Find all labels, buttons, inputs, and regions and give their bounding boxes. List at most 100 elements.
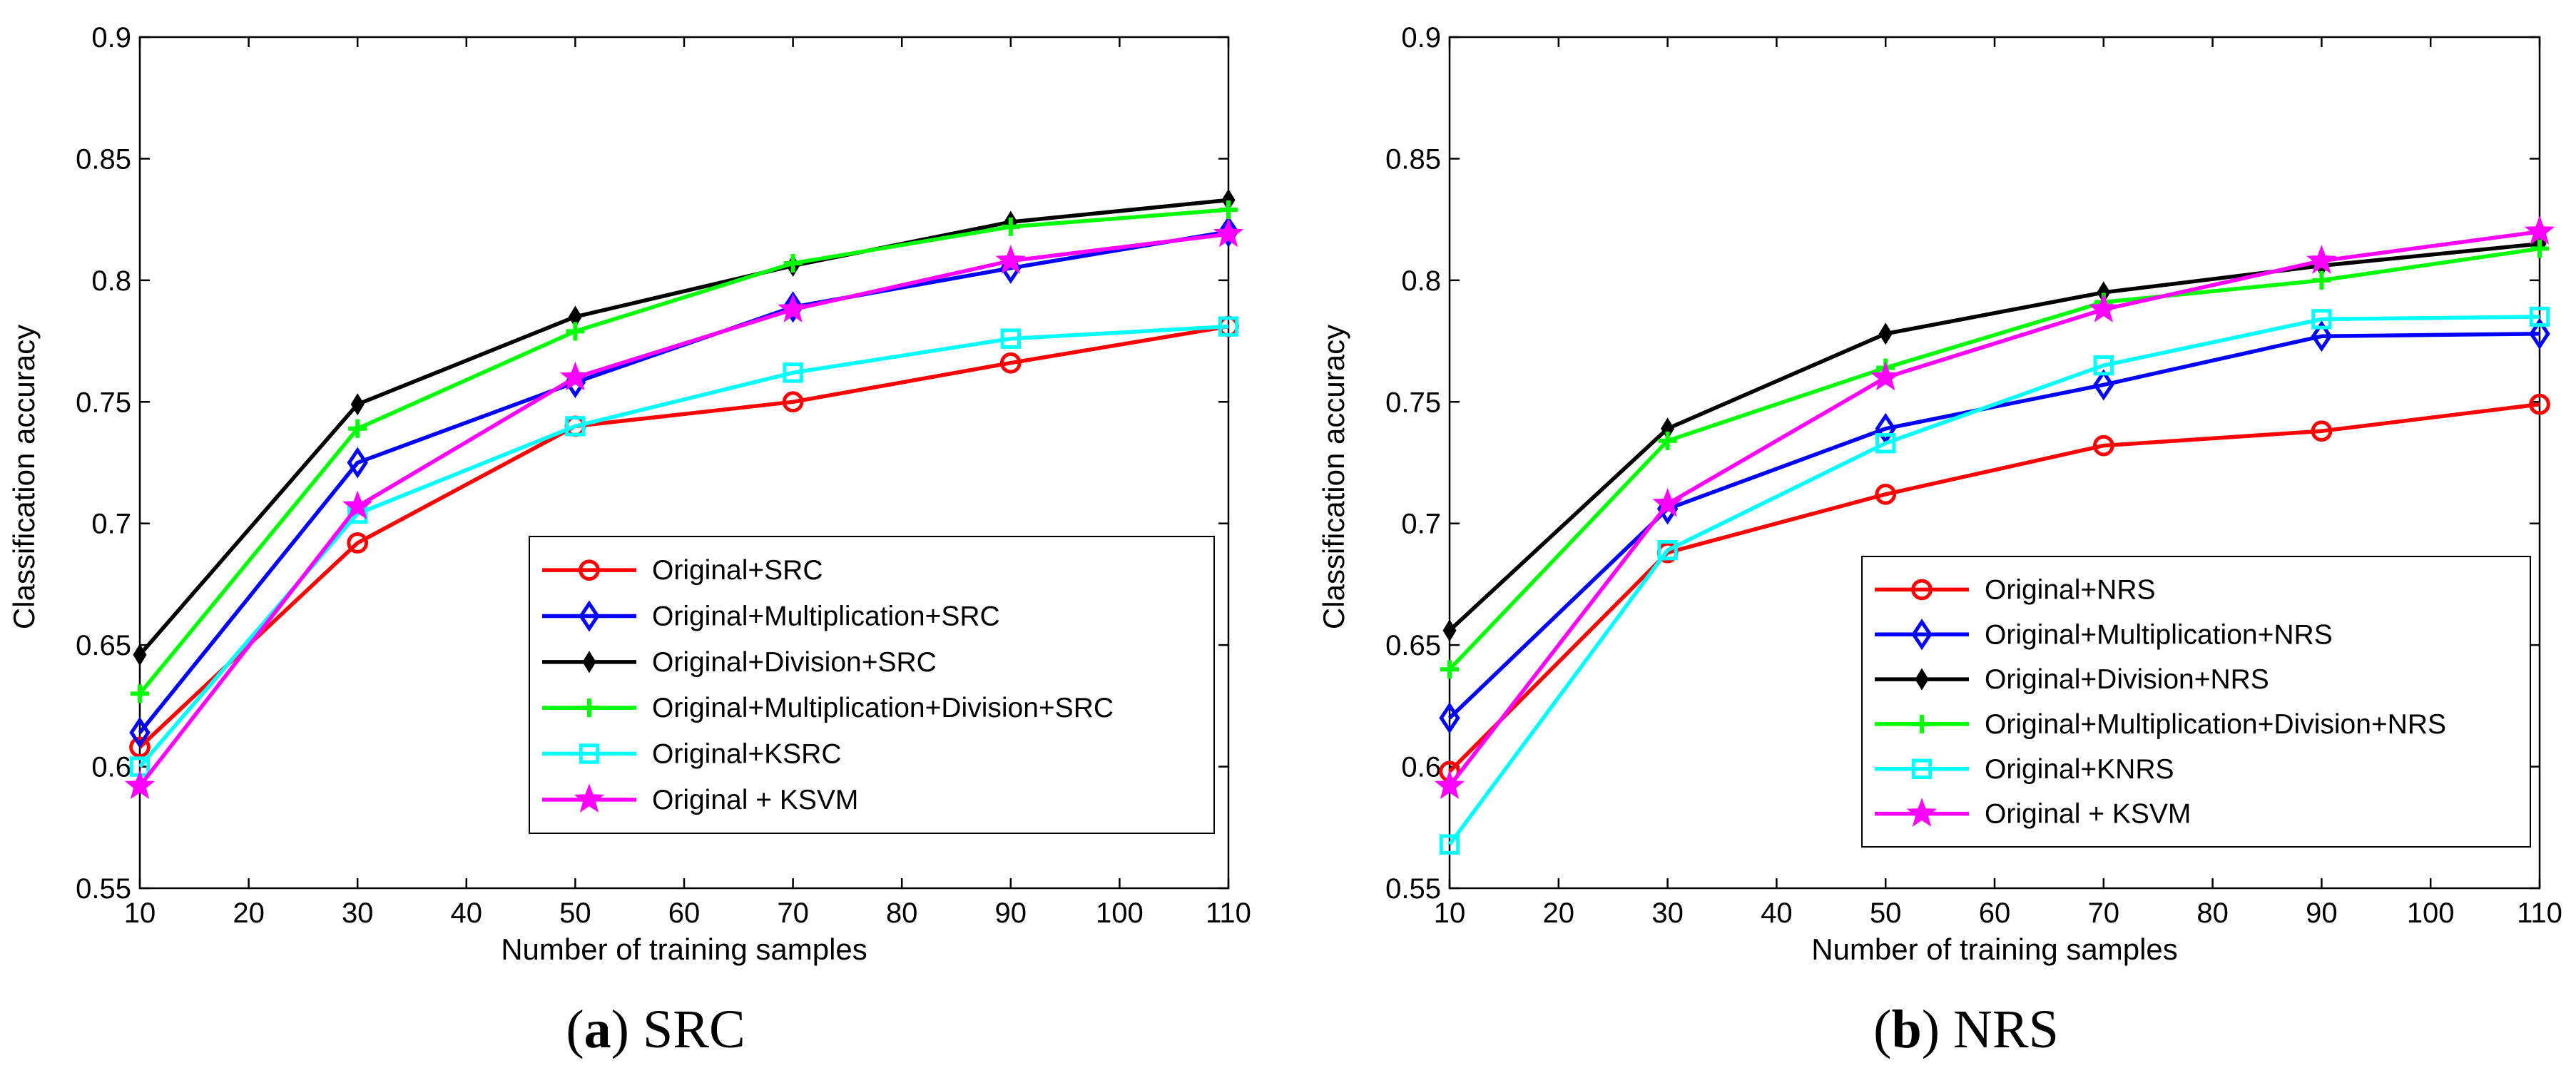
legend-label: Original+Multiplication+SRC [652,601,1000,632]
data-point [2311,320,2333,352]
series-line [1448,241,2540,632]
y-tick-label: 0.65 [76,630,131,661]
legend-item: Original+Division+NRS [1875,664,2269,695]
x-tick-label: 60 [1979,897,2011,929]
series-line [138,208,1229,696]
x-tick-label: 110 [2517,897,2562,929]
data-point [1219,200,1238,220]
series-line [138,324,1229,749]
y-tick-label: 0.55 [1385,873,1441,905]
legend-item: Original+KSRC [542,739,842,770]
x-tick-label: 70 [2088,897,2120,929]
data-point [2093,355,2114,376]
x-tick-label: 90 [995,897,1027,929]
chart-panel-b: 10 20 30 40 50 60 70 80 90 100 110 0.55 0.6 0.65 0.7 0.… [1288,0,2575,1073]
caption-letter: b [1891,1000,1921,1059]
y-axis-label: Classification accuracy [7,325,41,629]
data-point [782,291,804,323]
caption-open-paren: ( [566,1000,584,1059]
series-line [1448,402,2540,773]
data-point [2092,434,2114,457]
y-tick-label: 0.6 [1401,752,1441,783]
legend-label: Original + KSVM [652,785,858,815]
data-point [1870,361,1901,391]
series-star-5 [124,218,1244,799]
y-tick-label: 0.75 [76,387,131,418]
legend-marker [579,743,600,764]
data-point [124,770,156,799]
series-star-5 [1434,215,2555,799]
x-tick-label: 90 [2306,897,2338,929]
y-tick-label: 0.8 [1401,265,1441,297]
data-point [1875,483,1897,505]
data-point [783,362,803,383]
x-tick-label: 80 [2196,897,2229,929]
y-tick-label: 0.9 [91,22,131,54]
data-point [350,393,365,416]
data-point [342,490,373,519]
data-point [347,447,368,479]
data-point [778,293,808,322]
caption-letter: a [584,1000,611,1059]
caption-text: NRS [1953,1000,2059,1059]
data-point [1434,770,1465,799]
data-point [1439,702,1460,734]
legend-item: Original+KNRS [1875,754,2174,785]
series-line [1447,315,2540,846]
data-point [131,684,149,703]
data-point [566,322,585,341]
data-point [1657,540,1678,561]
chart-panel-a: 10 20 30 40 50 60 70 80 90 100 110 0.55 0.6 0.65 0.7 0.… [7,22,1251,1059]
data-point [565,416,586,437]
series-line [1447,229,2540,788]
legend-marker [1915,668,1929,691]
legend-marker [1913,714,1931,733]
legend-label: Original+NRS [1985,574,2156,605]
data-point [2311,420,2333,442]
caption-text: SRC [643,1000,745,1059]
legend-marker [1911,579,1933,601]
series-square-4 [1439,306,2550,855]
x-tick-label: 20 [1543,897,1575,929]
legend-item: Original+SRC [542,555,823,586]
legend-item: Original+Multiplication+NRS [1875,619,2333,651]
x-tick-label: 110 [1206,897,1251,929]
data-point [347,532,369,554]
data-point [1439,834,1460,855]
x-tick-label: 70 [777,897,809,929]
data-point [1440,660,1459,679]
x-tick-label: 30 [342,897,374,929]
chart-svg-b: 10 20 30 40 50 60 70 80 90 100 110 0.55 0.6 0.65 0.7 0.… [1317,22,2562,1059]
legend-label: Original + KSVM [1985,799,2191,830]
caption-close-paren: ) [1922,1000,1953,1059]
legend: Original+NRS Original+Multiplication+NRS O… [1861,556,2531,848]
y-tick-label: 0.85 [1385,143,1441,175]
caption-close-paren: ) [611,1000,643,1059]
y-axis-label: Classification accuracy [1317,325,1350,629]
data-point [2529,393,2550,415]
legend-item: Original + KSVM [1875,798,2191,830]
y-tick-label: 0.55 [76,873,131,905]
legend-item: Original + KSVM [542,783,858,815]
legend-label: Original+SRC [652,555,823,586]
legend-label: Original+KSRC [652,739,842,770]
axis-ticks: 10 20 30 40 50 60 70 80 90 100 110 0.55 0.6 0.65 0.7 0.… [76,22,1251,929]
legend-marker [1911,758,1933,779]
legend-marker [580,698,599,718]
y-tick-label: 0.7 [91,509,131,540]
data-point [1652,488,1683,517]
x-tick-label: 100 [1096,897,1144,929]
data-point [133,644,147,666]
data-point [129,716,151,748]
legend-item: Original+Multiplication+Division+NRS [1875,709,2446,740]
data-point [1218,316,1239,337]
data-point [2312,270,2331,290]
legend-marker [582,651,596,673]
series-line [138,232,1229,788]
y-tick-label: 0.65 [1385,630,1441,661]
legend-marker [1906,798,1938,827]
legend-marker [574,783,605,813]
y-tick-label: 0.75 [1385,387,1441,418]
y-tick-label: 0.8 [91,265,131,297]
legend-marker [579,600,600,632]
